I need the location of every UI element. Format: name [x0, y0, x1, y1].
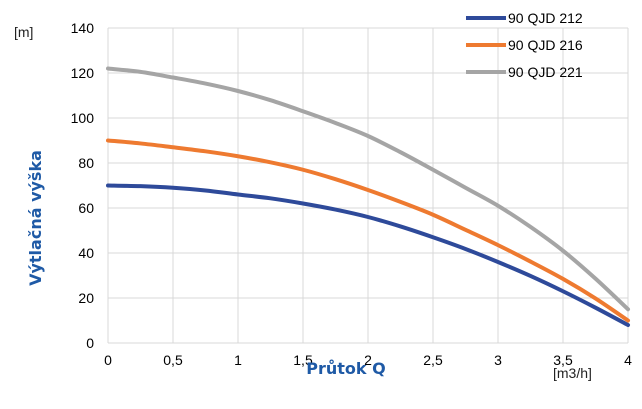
- series-line-1: [106, 183, 630, 327]
- x-tick-label: 3: [494, 352, 502, 368]
- x-tick-label: 0,5: [163, 352, 183, 368]
- y-tick-label: 40: [78, 245, 94, 261]
- x-axis-title: Průtok Q: [306, 359, 385, 378]
- legend-label: 90 QJD 221: [508, 64, 583, 80]
- y-axis-unit: [m]: [14, 24, 33, 40]
- x-tick-label: 2,5: [423, 352, 443, 368]
- y-tick-label: 100: [71, 110, 95, 126]
- x-tick-label: 2: [364, 352, 372, 368]
- legend: 90 QJD 212 90 QJD 216 90 QJD 221: [466, 10, 583, 80]
- y-tick-label: 120: [71, 65, 95, 81]
- x-tick-label: 4: [624, 352, 632, 368]
- legend-label: 90 QJD 212: [508, 10, 583, 26]
- x-tick-label: 0: [104, 352, 112, 368]
- y-tick-label: 140: [71, 20, 95, 36]
- y-tick-label: 60: [78, 200, 94, 216]
- x-tick-label: 1: [234, 352, 242, 368]
- y-axis-ticks: 0 20 40 60 80 100 120 140: [71, 20, 95, 351]
- legend-label: 90 QJD 216: [508, 37, 583, 53]
- x-tick-label: 3,5: [553, 352, 573, 368]
- x-axis-unit: [m3/h]: [553, 365, 592, 381]
- series-line-2: [106, 138, 630, 323]
- x-tick-label: 1,5: [293, 352, 313, 368]
- grid: [107, 27, 629, 344]
- y-tick-label: 0: [86, 335, 94, 351]
- series-line-3: [106, 66, 630, 312]
- y-tick-label: 80: [78, 155, 94, 171]
- y-tick-label: 20: [78, 290, 94, 306]
- y-axis-title: Výtlačná výška: [26, 150, 45, 286]
- series-lines: [106, 66, 630, 327]
- x-axis-ticks: 0 0,5 1 1,5 2 2,5 3 3,5 4: [104, 352, 632, 368]
